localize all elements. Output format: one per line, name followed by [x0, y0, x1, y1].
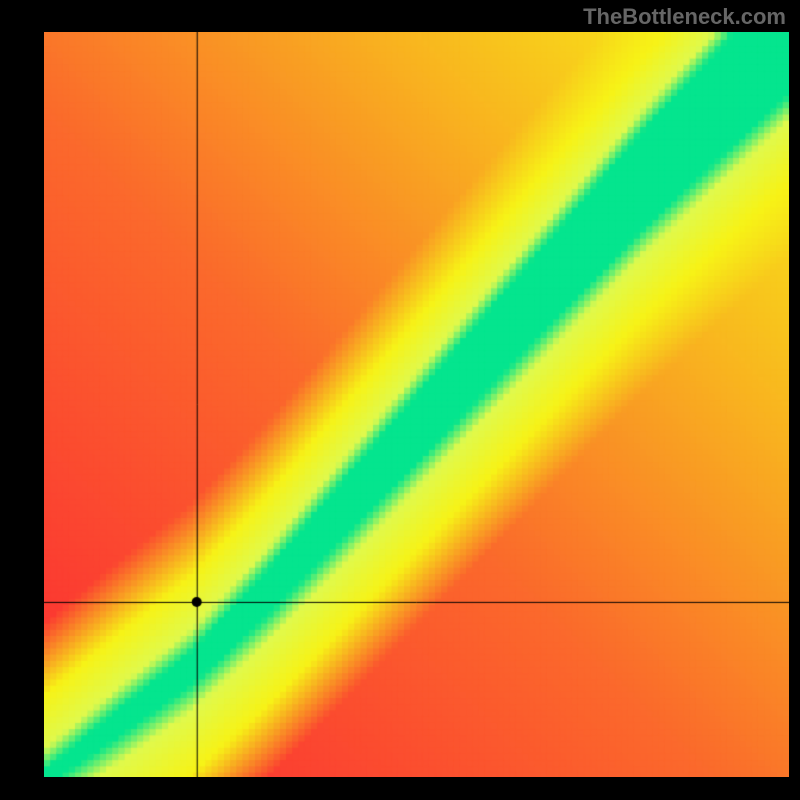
plot-area	[44, 32, 789, 777]
heatmap-canvas	[44, 32, 789, 777]
watermark-text: TheBottleneck.com	[583, 4, 786, 30]
chart-frame: TheBottleneck.com	[0, 0, 800, 800]
